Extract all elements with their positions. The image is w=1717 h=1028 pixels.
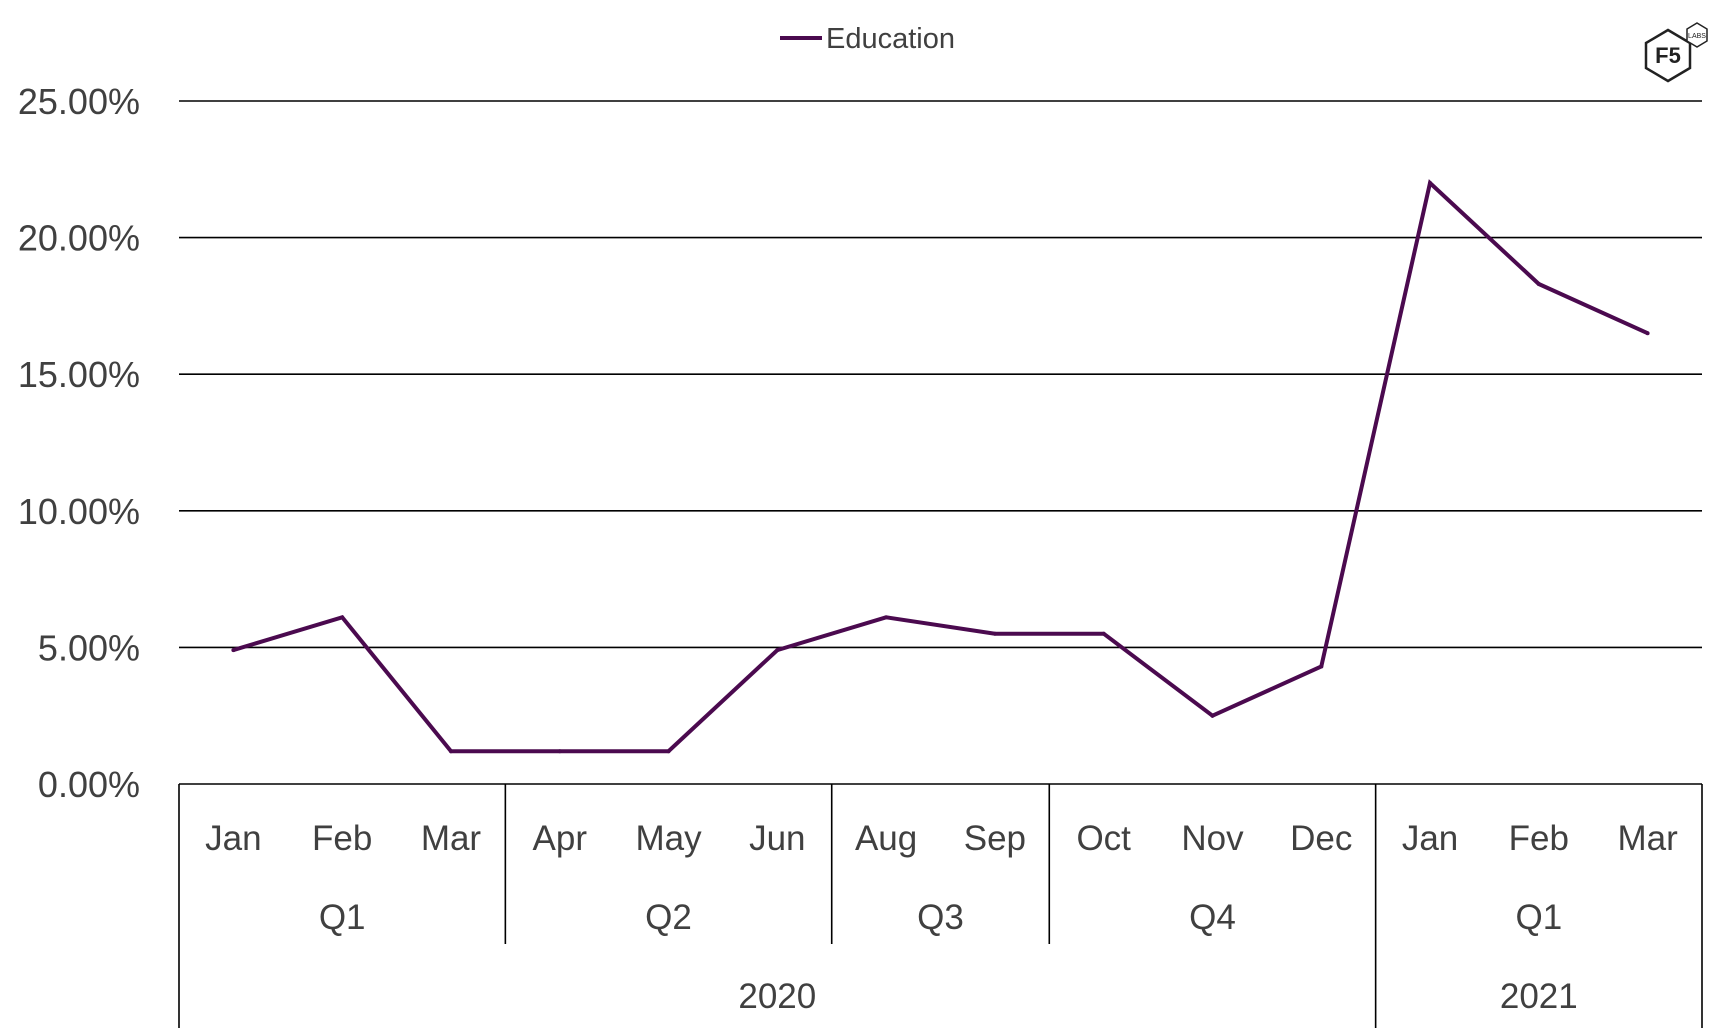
y-axis: 0.00% 5.00% 10.00% 15.00% 20.00% 25.00%: [18, 81, 140, 805]
legend-label: Education: [826, 23, 955, 55]
data-point: [992, 631, 997, 636]
data-point: [666, 749, 671, 754]
data-point: [775, 648, 780, 653]
x-tick-label: Jan: [1402, 819, 1458, 858]
x-tick-label: Feb: [1509, 819, 1569, 858]
x-tick-label: Apr: [533, 819, 588, 858]
data-point: [1428, 180, 1433, 185]
y-tick-label: 0.00%: [38, 764, 140, 805]
data-point: [884, 615, 889, 620]
x-tick-label: Jan: [205, 819, 261, 858]
legend: Education: [780, 23, 955, 55]
x-tick-label: Jun: [749, 819, 805, 858]
x-axis: Jan Feb Mar Apr May Jun Aug Sep Oct Nov Dec Jan Feb M…: [178, 783, 1703, 1028]
x-tick-label: May: [635, 819, 702, 858]
data-point: [1645, 331, 1650, 336]
data-point: [448, 749, 453, 754]
grid-layer: [179, 100, 1702, 649]
year-label: 2020: [738, 977, 816, 1016]
data-point: [231, 648, 236, 653]
quarter-label: Q3: [917, 898, 964, 937]
x-tick-label: Feb: [312, 819, 372, 858]
x-tick-label: Sep: [964, 819, 1026, 858]
x-tick-label: Dec: [1290, 819, 1352, 858]
year-label: 2021: [1500, 977, 1578, 1016]
data-point: [1210, 713, 1215, 718]
logo-subtext: LABS: [1688, 33, 1706, 40]
quarter-label: Q1: [1515, 898, 1562, 937]
logo-text: F5: [1655, 43, 1681, 68]
y-tick-label: 5.00%: [38, 627, 140, 668]
data-point: [1101, 631, 1106, 636]
y-tick-label: 15.00%: [18, 354, 140, 395]
quarter-label: Q1: [319, 898, 366, 937]
data-point: [1536, 282, 1541, 287]
data-point: [340, 615, 345, 620]
x-tick-label: Aug: [855, 819, 917, 858]
y-tick-label: 10.00%: [18, 491, 140, 532]
f5-labs-logo: F5 LABS: [1644, 22, 1708, 83]
quarter-label: Q4: [1189, 898, 1236, 937]
data-point: [1319, 664, 1324, 669]
y-tick-label: 25.00%: [18, 81, 140, 122]
x-tick-label: Mar: [1617, 819, 1678, 858]
series-layer: [231, 179, 1650, 754]
x-tick-label: Mar: [421, 819, 482, 858]
x-tick-label: Oct: [1076, 819, 1131, 858]
small-hexagon-icon: [1686, 22, 1708, 48]
quarter-label: Q2: [645, 898, 692, 937]
series-line-education: [232, 179, 1649, 754]
data-point: [557, 749, 562, 754]
x-tick-label: Nov: [1181, 819, 1244, 858]
y-tick-label: 20.00%: [18, 218, 140, 259]
